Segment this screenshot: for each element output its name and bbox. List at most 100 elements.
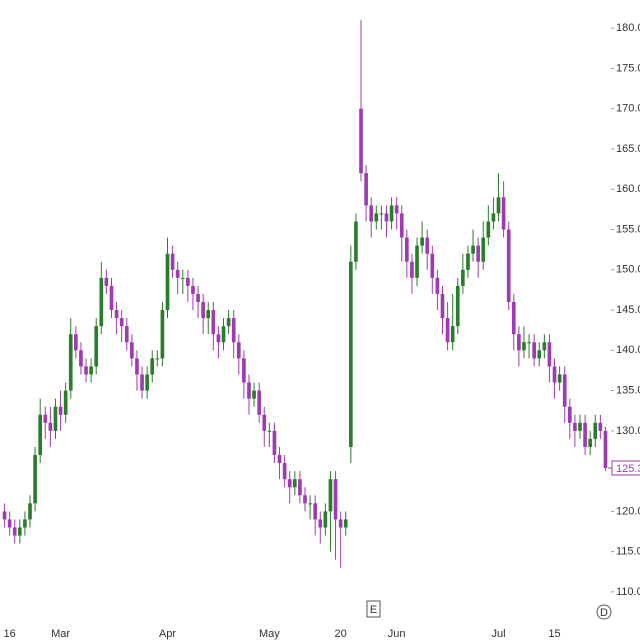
- candle-body: [211, 310, 216, 335]
- candle-body: [99, 277, 104, 327]
- candle-body: [506, 229, 511, 302]
- candle-body: [94, 326, 99, 367]
- candle-body: [588, 438, 593, 447]
- candle-body: [221, 326, 226, 343]
- candle-body: [583, 422, 587, 447]
- candle-body: [410, 261, 414, 278]
- y-tick-label: 150.00: [616, 264, 640, 276]
- candle-body: [43, 414, 48, 423]
- candle-body: [430, 253, 435, 278]
- candle-body: [175, 269, 180, 278]
- candle-body: [517, 334, 521, 351]
- candle-body: [328, 479, 333, 512]
- candle-body: [135, 358, 139, 375]
- candle-body: [79, 350, 83, 367]
- candle-body: [359, 108, 363, 174]
- candle-body: [84, 366, 88, 375]
- candle-body: [262, 414, 267, 431]
- y-tick-label: 115.00: [616, 546, 640, 558]
- candle-body: [323, 511, 328, 528]
- candle-body: [58, 406, 63, 415]
- candle-body: [150, 358, 155, 375]
- candle-body: [445, 318, 450, 343]
- candle-body: [216, 334, 221, 343]
- candle-body: [603, 430, 608, 468]
- candle-body: [369, 205, 374, 222]
- candle-body: [206, 310, 211, 319]
- candle-body: [511, 302, 516, 335]
- candle-body: [440, 293, 445, 319]
- candle-body: [476, 245, 480, 262]
- candle-body: [226, 318, 231, 327]
- x-tick-label: May: [259, 628, 280, 640]
- candle-body: [491, 213, 496, 222]
- candle-body: [2, 511, 7, 520]
- candle-body: [298, 479, 302, 496]
- y-tick-label: 110.00: [616, 586, 640, 598]
- candle-body: [501, 197, 506, 230]
- candle-body: [160, 310, 165, 359]
- y-tick-label: 120.00: [616, 505, 640, 517]
- candle-body: [231, 318, 236, 343]
- candle-body: [415, 245, 419, 278]
- candle-body: [455, 285, 460, 327]
- candle-body: [522, 342, 526, 351]
- candle-body: [33, 455, 37, 504]
- candle-body: [562, 374, 567, 407]
- candle-body: [573, 422, 577, 431]
- candle-body: [598, 422, 603, 431]
- candle-body: [28, 503, 32, 520]
- candle-body: [109, 285, 114, 311]
- candle-body: [130, 342, 134, 359]
- candle-body: [89, 366, 93, 375]
- last-price-label: 125.39: [616, 463, 640, 475]
- candle-body: [252, 390, 256, 399]
- candle-body: [557, 374, 562, 383]
- x-tick-label: 20: [335, 628, 347, 640]
- candle-body: [48, 422, 53, 431]
- candle-body: [267, 430, 272, 432]
- candle-body: [257, 390, 262, 415]
- y-tick-label: 160.00: [616, 183, 640, 195]
- candle-body: [38, 414, 43, 456]
- y-tick-label: 155.00: [616, 223, 640, 235]
- candle-body: [155, 358, 160, 360]
- candle-body: [170, 253, 175, 270]
- candle-body: [7, 519, 12, 528]
- y-tick-label: 180.00: [616, 22, 640, 34]
- candle-body: [191, 285, 195, 294]
- candle-body: [486, 221, 491, 238]
- candle-body: [287, 479, 292, 488]
- candle-body: [236, 342, 241, 359]
- candle-body: [308, 503, 312, 505]
- candle-body: [537, 350, 542, 359]
- candle-body: [578, 422, 582, 431]
- candle-body: [593, 422, 598, 439]
- candle-body: [496, 197, 501, 214]
- candle-body: [17, 527, 22, 536]
- x-tick-label: Jul: [491, 628, 505, 640]
- candle-body: [547, 342, 552, 367]
- candle-body: [114, 310, 119, 319]
- candle-body: [303, 495, 307, 504]
- candle-body: [140, 374, 144, 391]
- candle-body: [124, 326, 129, 343]
- candle-body: [104, 277, 109, 286]
- candle-body: [420, 237, 424, 246]
- candle-body: [68, 334, 73, 391]
- candle-body: [247, 382, 251, 399]
- y-tick-label: 140.00: [616, 344, 640, 356]
- candle-body: [74, 334, 78, 351]
- candle-body: [186, 277, 190, 286]
- candle-body: [374, 213, 379, 222]
- dividend-marker-circle: [596, 604, 612, 620]
- candle-body: [242, 358, 246, 383]
- candle-body: [384, 213, 389, 222]
- candle-body: [145, 374, 149, 391]
- candle-body: [277, 455, 282, 464]
- candle-body: [532, 342, 536, 359]
- candle-body: [272, 430, 277, 456]
- x-tick-label: 15: [548, 628, 560, 640]
- candle-body: [348, 261, 353, 447]
